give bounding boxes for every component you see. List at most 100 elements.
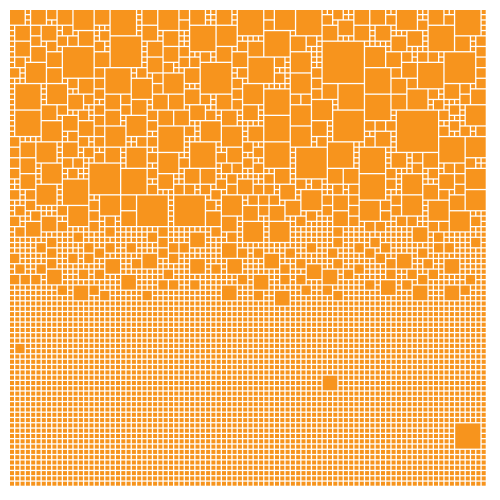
mosaic-tile <box>370 131 375 136</box>
mosaic-tile <box>57 375 62 380</box>
mosaic-tile <box>243 402 248 407</box>
mosaic-tile <box>269 290 274 295</box>
mosaic-tile <box>259 375 264 380</box>
mosaic-tile <box>169 402 173 407</box>
mosaic-tile <box>15 444 20 449</box>
mosaic-tile <box>386 359 391 364</box>
mosaic-tile <box>142 275 147 279</box>
mosaic-tile <box>105 381 110 385</box>
mosaic-tile <box>147 312 152 317</box>
mosaic-tile <box>343 328 348 332</box>
mosaic-tile <box>253 142 258 147</box>
mosaic-tile <box>306 259 311 264</box>
mosaic-tile <box>248 322 253 327</box>
mosaic-tile <box>94 306 99 311</box>
mosaic-tile <box>10 359 14 364</box>
mosaic-tile <box>396 31 401 36</box>
mosaic-tile <box>243 391 248 396</box>
mosaic-tile <box>216 25 237 46</box>
mosaic-tile <box>195 296 200 301</box>
mosaic-tile <box>386 147 391 152</box>
mosaic-tile <box>301 312 306 317</box>
mosaic-tile <box>105 428 110 433</box>
mosaic-tile <box>222 391 226 396</box>
mosaic-tile <box>434 412 438 417</box>
mosaic-tile <box>460 333 465 338</box>
mosaic-tile <box>237 449 242 454</box>
mosaic-tile <box>370 391 375 396</box>
mosaic-tile <box>481 232 486 237</box>
mosaic-tile <box>57 206 67 216</box>
mosaic-tile <box>465 237 470 242</box>
mosaic-tile <box>396 439 401 444</box>
mosaic-tile <box>423 216 428 221</box>
mosaic-tile <box>290 439 295 444</box>
mosaic-tile <box>465 365 470 370</box>
mosaic-tile <box>439 333 444 338</box>
mosaic-tile <box>354 301 359 306</box>
mosaic-tile <box>200 280 205 285</box>
mosaic-tile <box>184 439 189 444</box>
mosaic-tile <box>200 328 205 332</box>
mosaic-tile <box>290 243 295 248</box>
mosaic-tile <box>78 31 94 46</box>
mosaic-tile <box>349 227 354 232</box>
mosaic-tile <box>444 381 449 385</box>
mosaic-tile <box>100 375 105 380</box>
mosaic-tile <box>126 317 131 322</box>
mosaic-tile <box>359 455 364 460</box>
mosaic-tile <box>147 465 152 470</box>
mosaic-tile <box>200 423 205 428</box>
mosaic-tile <box>386 153 391 158</box>
mosaic-tile <box>110 285 115 290</box>
mosaic-tile <box>73 375 78 380</box>
mosaic-tile <box>259 402 264 407</box>
mosaic-tile <box>439 169 444 173</box>
mosaic-tile <box>259 343 264 348</box>
mosaic-tile <box>153 275 158 279</box>
mosaic-tile <box>68 232 73 237</box>
mosaic-tile <box>312 296 317 301</box>
mosaic-tile <box>121 391 126 396</box>
mosaic-tile <box>343 269 354 279</box>
mosaic-tile <box>370 31 375 36</box>
mosaic-tile <box>418 428 423 433</box>
mosaic-tile <box>36 285 41 290</box>
mosaic-tile <box>365 68 391 94</box>
mosaic-tile <box>412 47 417 52</box>
mosaic-tile <box>190 52 195 57</box>
mosaic-tile <box>147 476 152 481</box>
mosaic-tile <box>391 306 396 311</box>
mosaic-tile <box>296 455 301 460</box>
mosaic-tile <box>84 227 89 232</box>
mosaic-tile <box>418 439 423 444</box>
mosaic-tile <box>36 253 41 258</box>
mosaic-tile <box>142 434 147 438</box>
mosaic-tile <box>386 423 391 428</box>
mosaic-tile <box>206 434 211 438</box>
mosaic-tile <box>211 428 216 433</box>
mosaic-tile <box>365 131 370 136</box>
mosaic-tile <box>237 412 242 417</box>
mosaic-tile <box>184 343 189 348</box>
mosaic-tile <box>10 370 14 375</box>
mosaic-tile <box>476 328 481 332</box>
mosaic-tile <box>57 47 62 52</box>
mosaic-tile <box>322 328 327 332</box>
mosaic-tile <box>121 322 126 327</box>
mosaic-tile <box>179 354 184 359</box>
mosaic-tile <box>179 481 184 486</box>
mosaic-tile <box>147 354 152 359</box>
mosaic-tile <box>41 121 62 142</box>
mosaic-tile <box>418 449 423 454</box>
mosaic-tile <box>121 227 126 232</box>
mosaic-tile <box>232 381 237 385</box>
mosaic-tile <box>89 349 94 354</box>
mosaic-tile <box>306 402 311 407</box>
mosaic-tile <box>116 434 120 438</box>
mosaic-tile <box>57 10 73 25</box>
mosaic-tile <box>354 434 359 438</box>
mosaic-tile <box>131 290 136 295</box>
mosaic-tile <box>301 359 306 364</box>
mosaic-tile <box>52 465 57 470</box>
